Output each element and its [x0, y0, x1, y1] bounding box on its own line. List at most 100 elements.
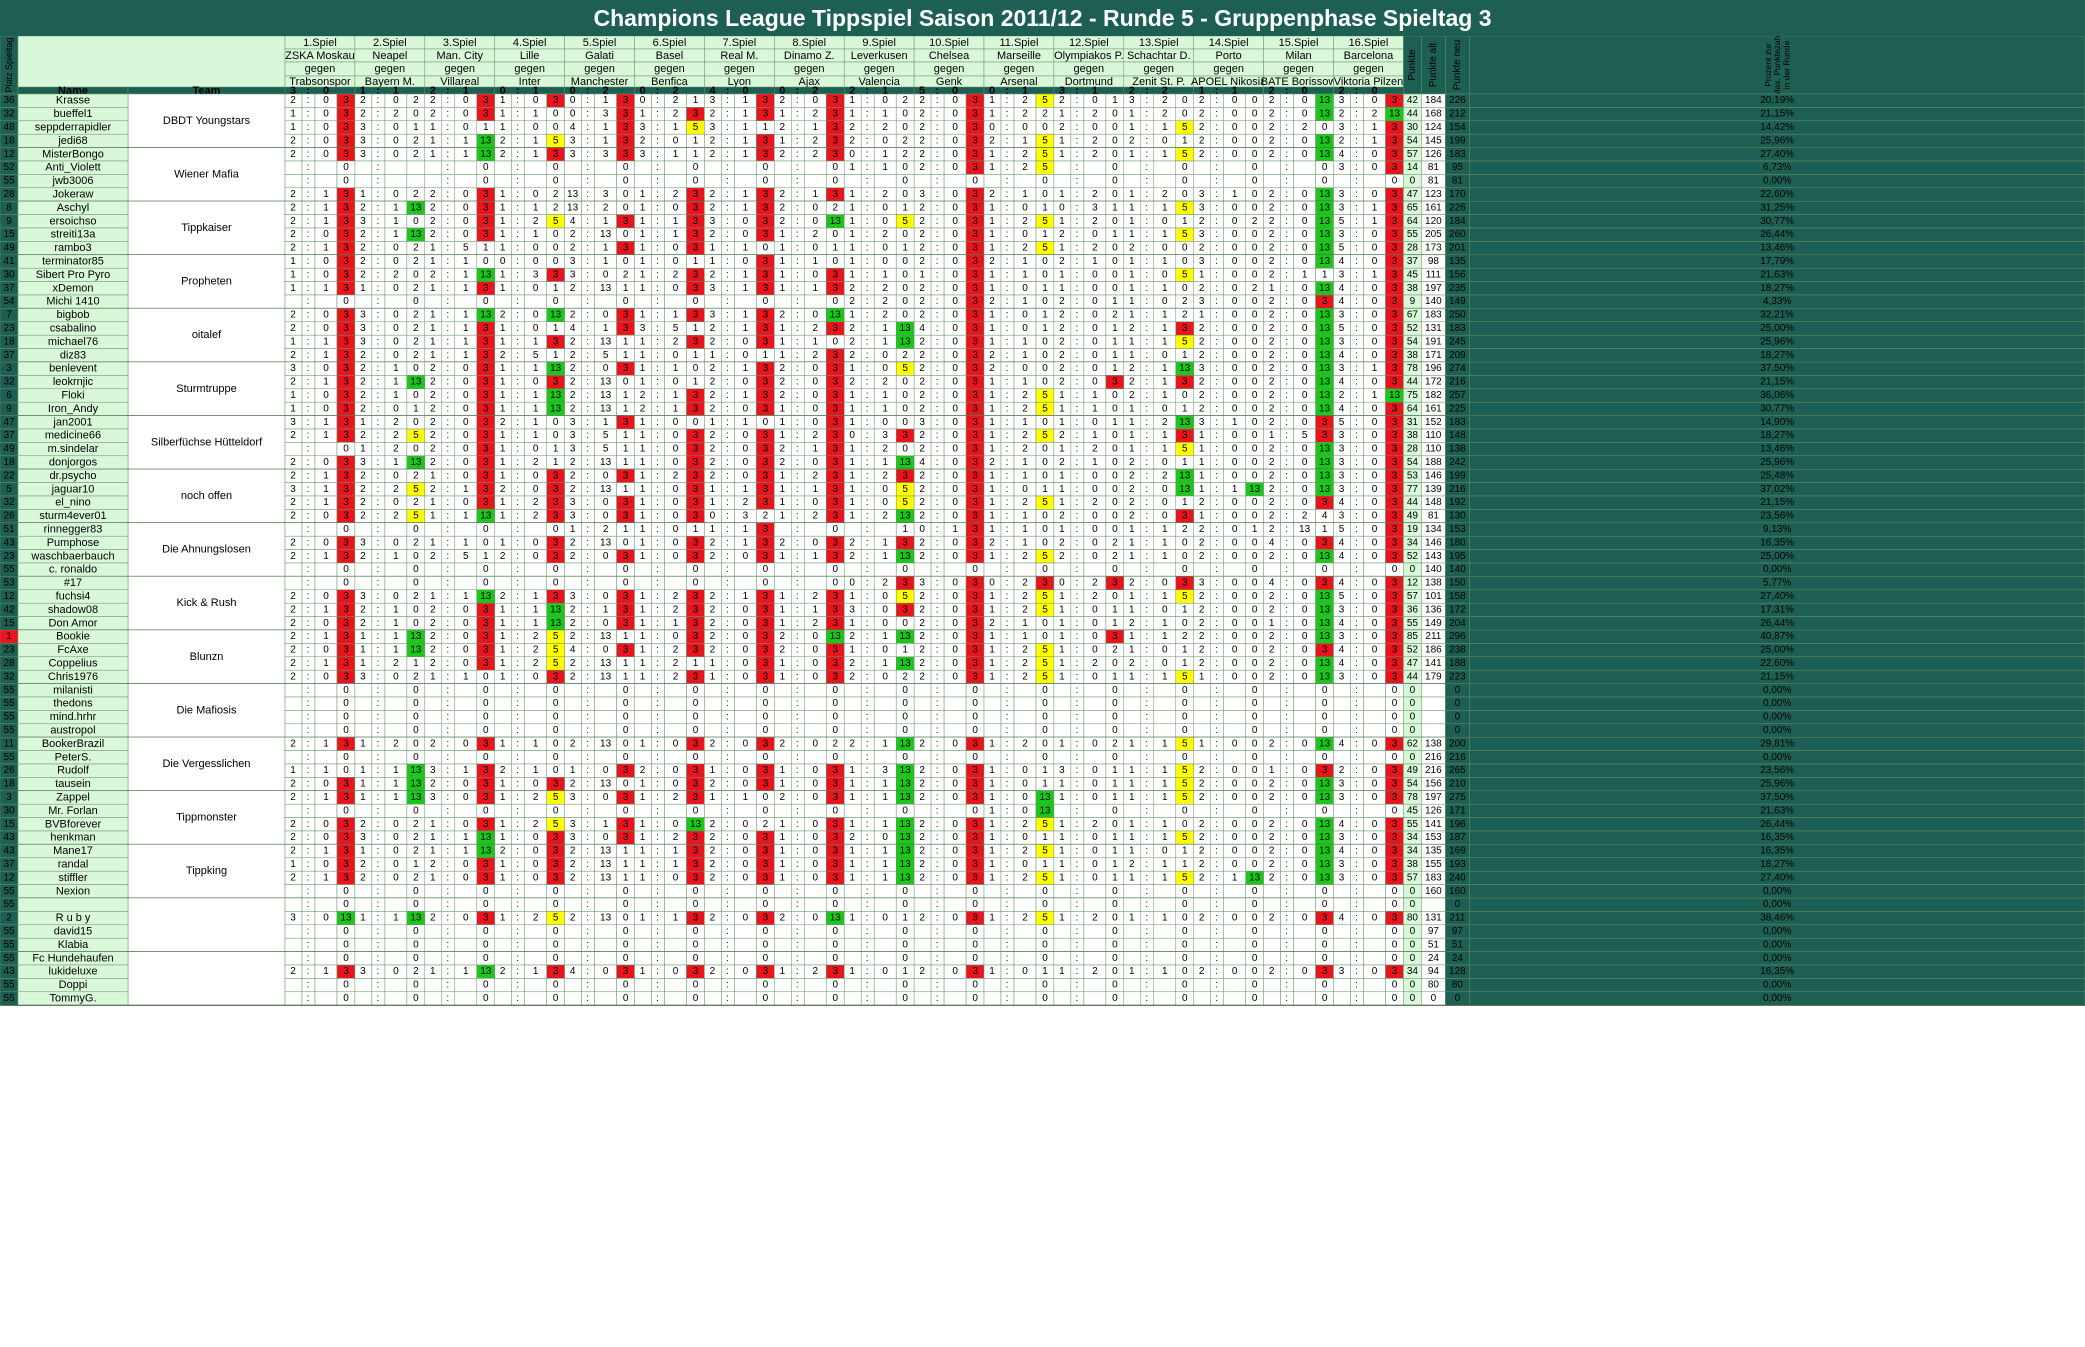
tip-colon: : — [656, 323, 659, 334]
tip-points: 3 — [693, 202, 699, 213]
tip-points: 0 — [902, 310, 908, 321]
tip-colon: : — [377, 269, 380, 280]
tip-home: 2 — [919, 202, 925, 213]
tip-points: 3 — [1392, 444, 1398, 455]
result-colon: : — [1285, 85, 1289, 97]
tip-colon: : — [516, 310, 519, 321]
tip-points: 3 — [972, 403, 978, 414]
tip-home: 2 — [1269, 202, 1275, 213]
game-home-team: Man. City — [437, 50, 484, 62]
tip-colon: : — [936, 511, 939, 522]
result-colon: : — [306, 85, 310, 97]
tip-away: 0 — [882, 135, 888, 146]
tip-points: 0 — [1252, 537, 1258, 548]
tip-home: 1 — [290, 403, 296, 414]
tip-home: 1 — [1059, 444, 1065, 455]
tip-points: 0 — [763, 243, 769, 254]
tip-home: 2 — [570, 336, 576, 347]
tip-home-cell — [354, 160, 373, 175]
tip-home: 1 — [989, 444, 995, 455]
prozent-value: 18,27% — [1760, 350, 1794, 361]
tip-points: 0 — [1112, 524, 1118, 535]
tip-colon: : — [516, 363, 519, 374]
tip-points: 3 — [343, 109, 349, 120]
tip-points: 0 — [553, 524, 559, 535]
tip-away: 0 — [813, 202, 819, 213]
tip-points: 0 — [343, 524, 349, 535]
tip-home: 2 — [360, 95, 366, 106]
tip-home: 3 — [1339, 162, 1345, 173]
tip-points: 2 — [413, 537, 419, 548]
tip-points: 0 — [553, 229, 559, 240]
tip-points: 3 — [1392, 511, 1398, 522]
tip-points: 1 — [623, 350, 629, 361]
tip-points: 0 — [483, 176, 489, 187]
tip-away: 2 — [813, 109, 819, 120]
tip-points: 3 — [483, 430, 489, 441]
tip-home: 2 — [1269, 363, 1275, 374]
tip-away: 0 — [952, 216, 958, 227]
tip-away: 0 — [1232, 283, 1238, 294]
tip-colon: : — [1355, 162, 1358, 173]
tip-points: 0 — [1182, 256, 1188, 267]
tip-away: 0 — [533, 189, 539, 200]
tip-colon: : — [796, 470, 799, 481]
tip-home: 3 — [1339, 122, 1345, 133]
tip-points: 13 — [1319, 323, 1331, 334]
punkte-neu-value: 183 — [1449, 417, 1466, 428]
tip-colon: : — [1076, 229, 1079, 240]
tip-away: 1 — [743, 323, 749, 334]
tip-home: 1 — [710, 243, 716, 254]
tip-away: 0 — [952, 310, 958, 321]
tip-home: 1 — [290, 109, 296, 120]
tip-home: 2 — [1269, 122, 1275, 133]
tip-colon: : — [726, 363, 729, 374]
tip-points: 0 — [833, 229, 839, 240]
tip-home: 1 — [500, 497, 506, 508]
tip-away: 0 — [952, 363, 958, 374]
tip-points: 3 — [763, 229, 769, 240]
tip-colon: : — [1215, 229, 1218, 240]
tip-points: 1 — [1112, 350, 1118, 361]
tip-away: 1 — [1022, 256, 1028, 267]
tip-colon: : — [656, 202, 659, 213]
tip-home: 1 — [849, 95, 855, 106]
game-label: 1.Spiel — [303, 37, 337, 49]
tip-home: 1 — [989, 470, 995, 481]
tip-points: 0 — [1392, 176, 1398, 187]
tip-home: 2 — [710, 430, 716, 441]
tip-points: 1 — [553, 323, 559, 334]
tip-points: 3 — [623, 363, 629, 374]
tip-colon: : — [1215, 350, 1218, 361]
tip-colon: : — [936, 444, 939, 455]
prozent-header-label: Prozent zurMax. Punktezahlin der Runde — [1763, 36, 1792, 96]
tip-away: 1 — [533, 363, 539, 374]
tip-points: 13 — [1319, 243, 1331, 254]
tip-home: 1 — [640, 229, 646, 240]
tip-points: 0 — [1252, 310, 1258, 321]
tip-home-cell — [1263, 160, 1281, 175]
tip-points: 1 — [693, 95, 699, 106]
tip-points: 0 — [1042, 256, 1048, 267]
tip-points: 0 — [1182, 176, 1188, 187]
tip-away: 0 — [743, 403, 749, 414]
tip-away-cell — [804, 174, 827, 189]
tip-colon: : — [866, 430, 869, 441]
tip-colon: : — [796, 497, 799, 508]
punkte-value: 28 — [1407, 243, 1419, 254]
tip-away: 2 — [882, 283, 888, 294]
tip-points: 0 — [1112, 109, 1118, 120]
prozent-value: 21,15% — [1760, 377, 1794, 388]
game-away-team: Bayern M. — [365, 76, 415, 88]
tip-colon: : — [1355, 149, 1358, 160]
tip-points: 3 — [483, 95, 489, 106]
prozent-value: 32,21% — [1760, 310, 1794, 321]
tip-home: 2 — [1199, 243, 1205, 254]
tip-colon: : — [1285, 323, 1288, 334]
tip-away: 0 — [952, 323, 958, 334]
game-home-team: Barcelona — [1344, 50, 1394, 62]
tip-colon: : — [1355, 283, 1358, 294]
tip-points: 3 — [623, 323, 629, 334]
tip-home-cell — [284, 522, 303, 537]
tip-away: 13 — [600, 403, 612, 414]
